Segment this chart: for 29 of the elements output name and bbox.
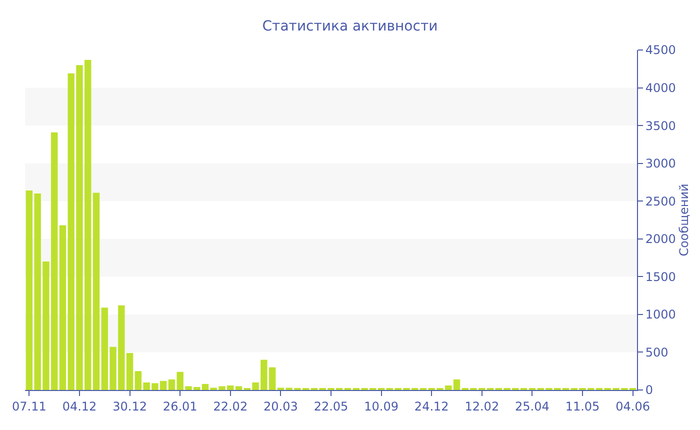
x-tick-label: 25.04 [515, 399, 550, 414]
bar [59, 225, 66, 390]
y-tick-label: 4000 [645, 80, 676, 95]
bar [92, 192, 100, 390]
x-tick-label: 07.11 [12, 399, 46, 414]
x-tick-label: 20.03 [264, 399, 298, 414]
bar [202, 384, 209, 390]
x-tick-label: 04.12 [62, 399, 97, 414]
y-tick-label: 0 [645, 383, 654, 398]
y-tick-label: 4500 [645, 43, 676, 58]
y-tick-label: 1500 [645, 270, 676, 284]
y-axis-title: Сообщений [676, 184, 691, 256]
x-tick-label: 22.02 [213, 399, 248, 414]
bar [453, 379, 460, 390]
x-tick-label: 30.12 [112, 399, 147, 414]
chart-title: Статистика активности [262, 18, 438, 35]
x-tick-label: 10.09 [364, 399, 398, 414]
y-tick-label: 3500 [645, 118, 676, 133]
y-tick-label: 2500 [645, 194, 676, 208]
y-tick-label: 2000 [645, 232, 676, 246]
x-tick-label: 04.06 [616, 399, 650, 414]
x-tick-label: 22.05 [314, 399, 348, 414]
x-tick-label: 11.05 [565, 399, 600, 414]
y-tick-label: 3000 [645, 156, 676, 171]
y-tick-label: 1000 [645, 308, 676, 322]
x-tick-label: 12.02 [464, 399, 500, 414]
x-tick-label: 26.01 [162, 399, 198, 414]
y-tick-label: 500 [645, 345, 668, 360]
x-tick-label: 24.12 [414, 399, 449, 414]
